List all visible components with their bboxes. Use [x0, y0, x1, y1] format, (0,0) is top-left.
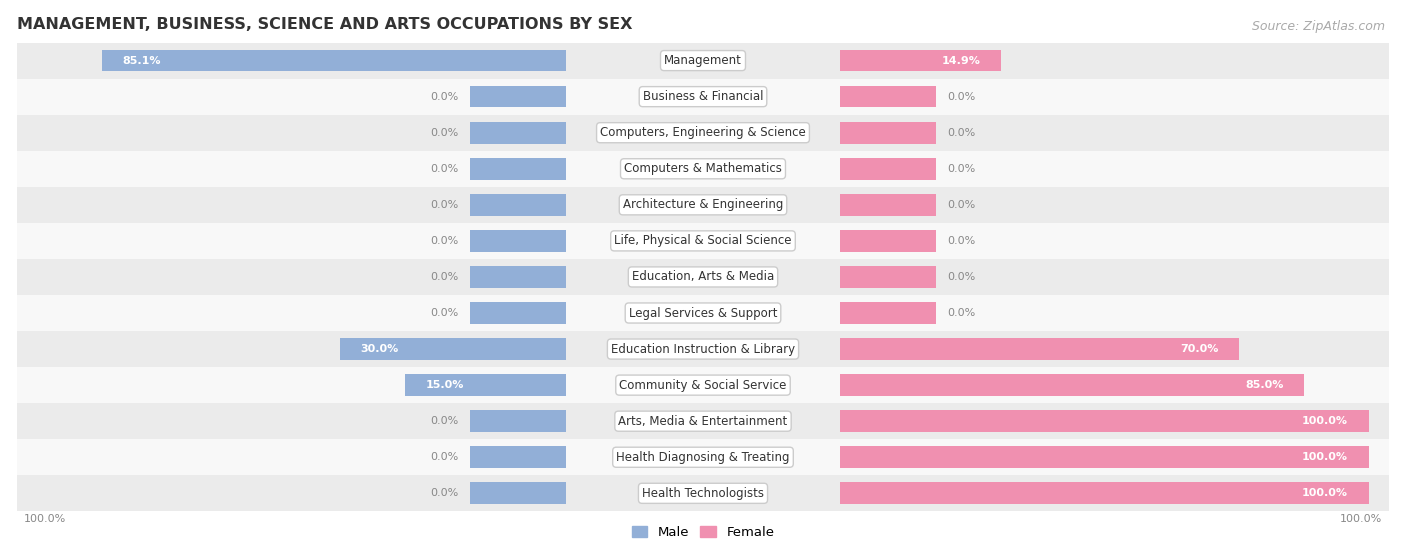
Bar	[470, 86, 565, 108]
Bar	[17, 367, 1389, 403]
Bar	[101, 50, 565, 71]
Bar	[17, 187, 1389, 223]
Text: 100.0%: 100.0%	[1302, 488, 1348, 498]
Text: 0.0%: 0.0%	[430, 128, 458, 138]
Bar	[841, 266, 936, 288]
Text: 0.0%: 0.0%	[430, 452, 458, 462]
Text: 0.0%: 0.0%	[430, 236, 458, 246]
Bar	[841, 410, 1369, 432]
Bar	[17, 403, 1389, 439]
Text: Legal Services & Support: Legal Services & Support	[628, 306, 778, 320]
Bar	[841, 50, 1001, 71]
Text: 85.1%: 85.1%	[122, 56, 160, 66]
Bar	[470, 483, 565, 504]
Text: 100.0%: 100.0%	[1340, 514, 1382, 525]
Bar	[17, 115, 1389, 151]
Text: 100.0%: 100.0%	[1302, 452, 1348, 462]
Bar	[470, 158, 565, 180]
Text: Health Technologists: Health Technologists	[643, 487, 763, 500]
Bar	[405, 374, 565, 396]
Bar	[470, 230, 565, 252]
Bar	[841, 374, 1303, 396]
Text: 0.0%: 0.0%	[948, 92, 976, 102]
Bar	[17, 475, 1389, 511]
Text: Life, Physical & Social Science: Life, Physical & Social Science	[614, 234, 792, 247]
Text: 0.0%: 0.0%	[948, 128, 976, 138]
Text: 70.0%: 70.0%	[1180, 344, 1219, 354]
Text: Computers, Engineering & Science: Computers, Engineering & Science	[600, 126, 806, 139]
Text: 0.0%: 0.0%	[948, 163, 976, 174]
Bar	[470, 410, 565, 432]
Text: Architecture & Engineering: Architecture & Engineering	[623, 198, 783, 211]
Bar	[470, 302, 565, 324]
Legend: Male, Female: Male, Female	[626, 521, 780, 545]
Text: 85.0%: 85.0%	[1244, 380, 1284, 390]
Text: 0.0%: 0.0%	[948, 236, 976, 246]
Text: 100.0%: 100.0%	[24, 514, 66, 525]
Text: 0.0%: 0.0%	[430, 163, 458, 174]
Bar	[470, 266, 565, 288]
Text: Computers & Mathematics: Computers & Mathematics	[624, 162, 782, 175]
Bar	[841, 86, 936, 108]
Bar	[470, 122, 565, 143]
Text: 15.0%: 15.0%	[426, 380, 464, 390]
Bar	[841, 158, 936, 180]
Text: 0.0%: 0.0%	[430, 272, 458, 282]
Text: 0.0%: 0.0%	[948, 308, 976, 318]
Text: 100.0%: 100.0%	[1302, 416, 1348, 426]
Bar	[17, 439, 1389, 475]
Bar	[841, 338, 1239, 360]
Text: 0.0%: 0.0%	[948, 200, 976, 210]
Text: Arts, Media & Entertainment: Arts, Media & Entertainment	[619, 415, 787, 427]
Text: 0.0%: 0.0%	[430, 200, 458, 210]
Text: 0.0%: 0.0%	[430, 416, 458, 426]
Text: 14.9%: 14.9%	[941, 56, 980, 66]
Text: Source: ZipAtlas.com: Source: ZipAtlas.com	[1251, 20, 1385, 32]
Bar	[17, 79, 1389, 115]
Bar	[841, 122, 936, 143]
Bar	[470, 194, 565, 215]
Text: 0.0%: 0.0%	[430, 308, 458, 318]
Bar	[470, 446, 565, 468]
Bar	[17, 259, 1389, 295]
Bar	[17, 331, 1389, 367]
Bar	[17, 151, 1389, 187]
Bar	[841, 446, 1369, 468]
Text: MANAGEMENT, BUSINESS, SCIENCE AND ARTS OCCUPATIONS BY SEX: MANAGEMENT, BUSINESS, SCIENCE AND ARTS O…	[17, 17, 633, 32]
Bar	[841, 230, 936, 252]
Text: Community & Social Service: Community & Social Service	[619, 379, 787, 392]
Bar	[841, 302, 936, 324]
Text: 0.0%: 0.0%	[948, 272, 976, 282]
Text: Education Instruction & Library: Education Instruction & Library	[612, 343, 794, 355]
Text: 0.0%: 0.0%	[430, 92, 458, 102]
Bar	[841, 483, 1369, 504]
Text: Business & Financial: Business & Financial	[643, 90, 763, 103]
Bar	[17, 295, 1389, 331]
Text: 0.0%: 0.0%	[430, 488, 458, 498]
Text: 30.0%: 30.0%	[360, 344, 399, 354]
Bar	[17, 42, 1389, 79]
Bar	[17, 223, 1389, 259]
Text: Management: Management	[664, 54, 742, 67]
Bar	[340, 338, 565, 360]
Text: Education, Arts & Media: Education, Arts & Media	[631, 271, 775, 283]
Bar	[841, 194, 936, 215]
Text: Health Diagnosing & Treating: Health Diagnosing & Treating	[616, 451, 790, 464]
